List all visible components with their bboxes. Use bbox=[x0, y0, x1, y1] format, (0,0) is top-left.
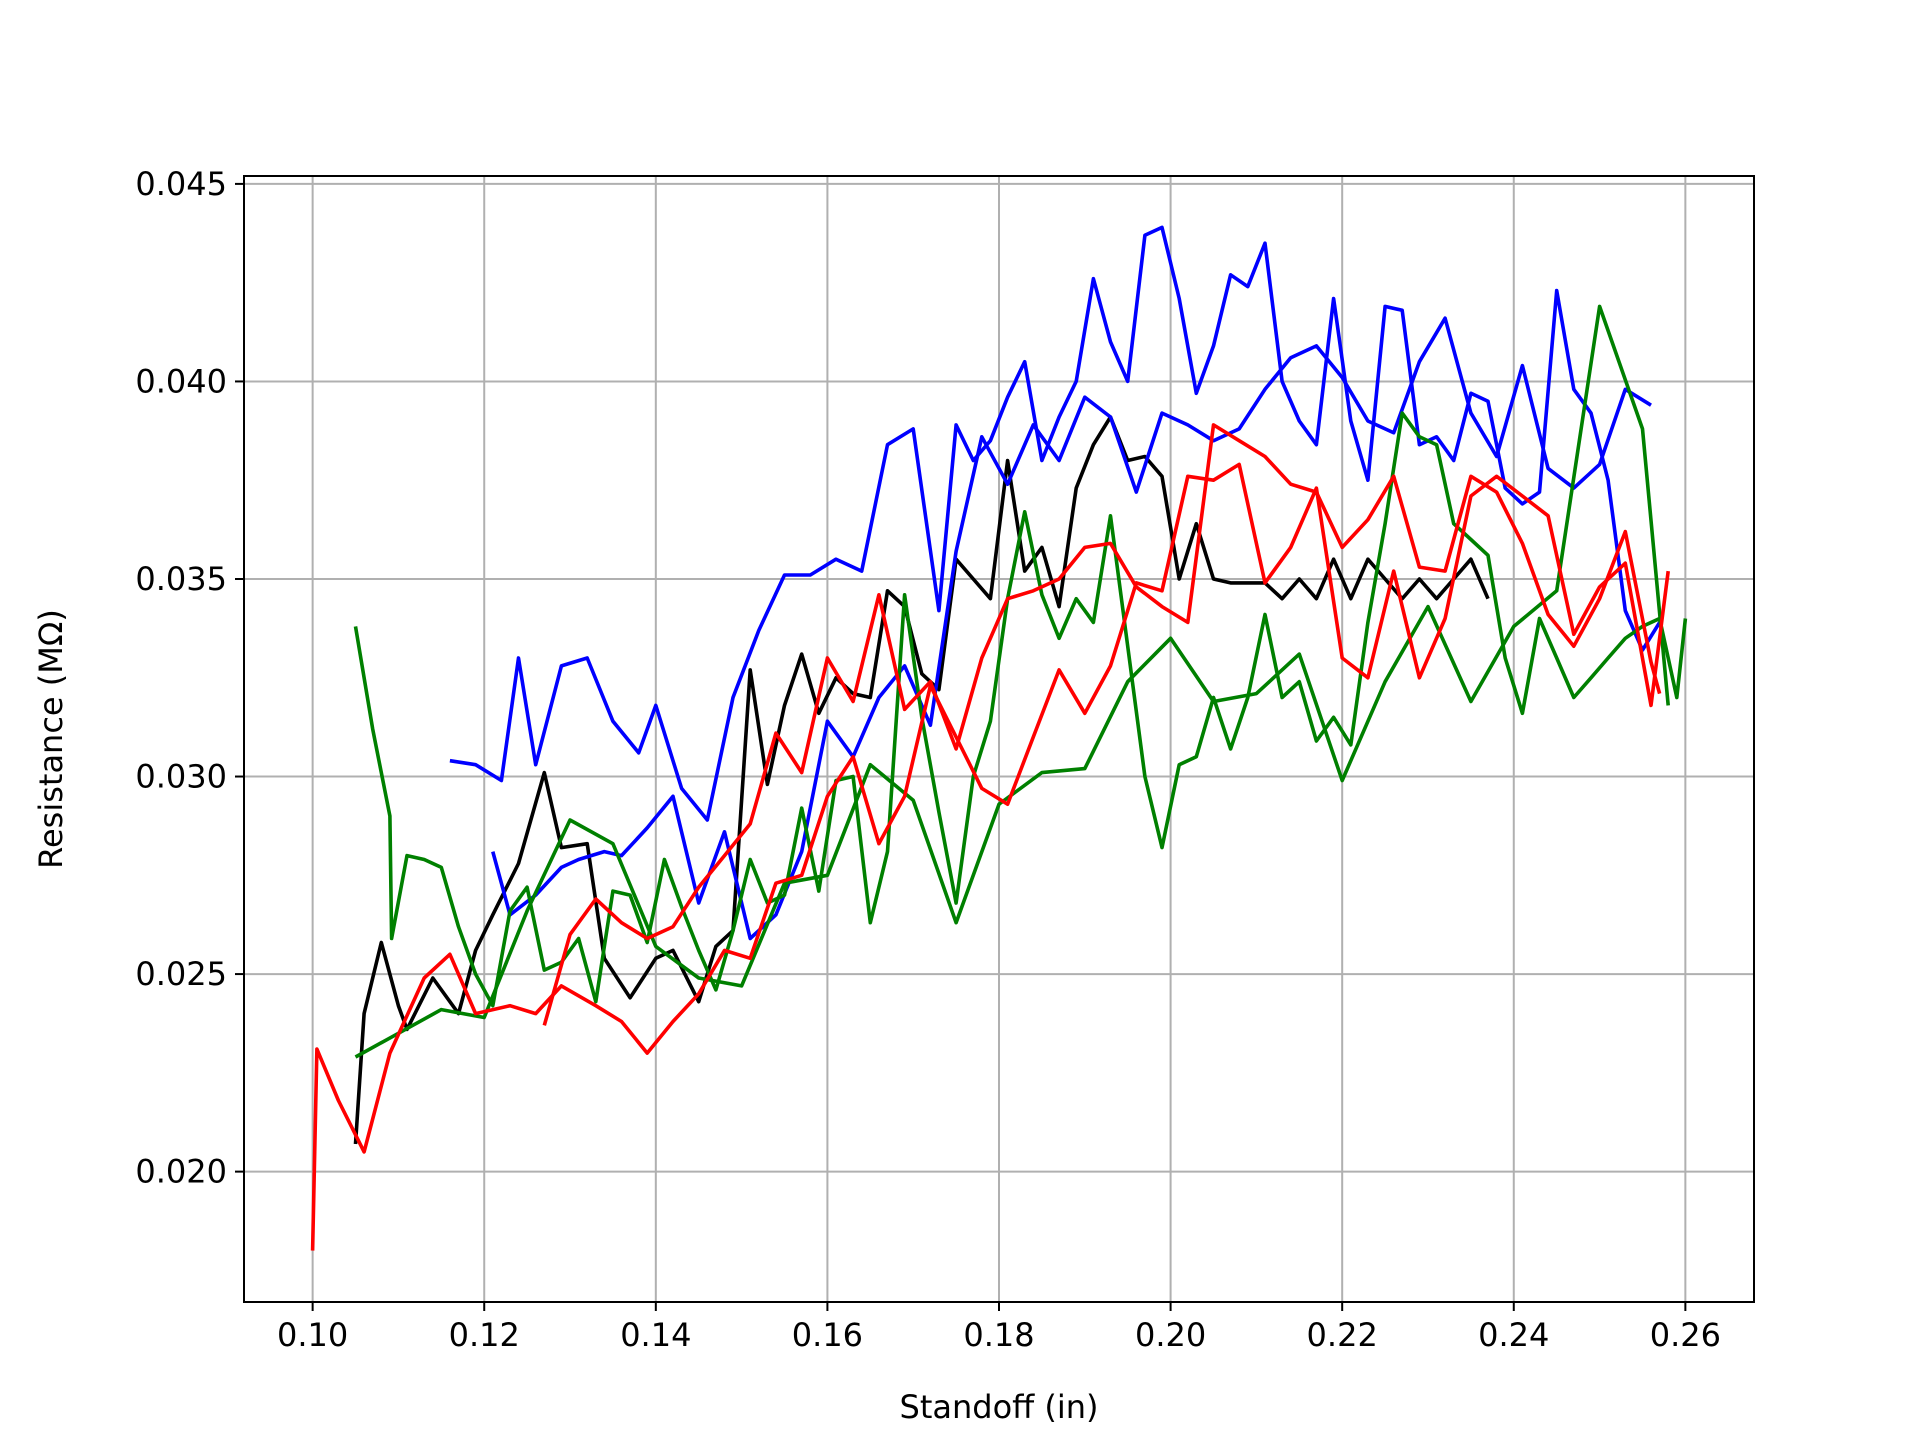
x-tick-label: 0.16 bbox=[792, 1316, 863, 1354]
series-line-5 bbox=[354, 304, 1670, 1059]
series-lines bbox=[310, 225, 1688, 1251]
x-tick-label: 0.14 bbox=[620, 1316, 691, 1354]
x-tick-label: 0.26 bbox=[1650, 1316, 1721, 1354]
y-axis-label: Resistance (MΩ) bbox=[32, 609, 70, 869]
y-axis-ticks: 0.020 0.025 0.030 0.035 0.040 0.045 bbox=[135, 165, 244, 1191]
x-tick-label: 0.12 bbox=[449, 1316, 520, 1354]
y-tick-label: 0.020 bbox=[135, 1153, 227, 1191]
series-line-2 bbox=[449, 225, 1662, 822]
series-line-3 bbox=[491, 316, 1652, 941]
x-tick-label: 0.22 bbox=[1307, 1316, 1378, 1354]
series-line-7 bbox=[542, 423, 1662, 1026]
x-tick-label: 0.20 bbox=[1135, 1316, 1206, 1354]
x-tick-label: 0.18 bbox=[963, 1316, 1034, 1354]
y-tick-label: 0.045 bbox=[135, 165, 227, 203]
y-tick-label: 0.030 bbox=[135, 758, 227, 796]
x-tick-label: 0.10 bbox=[277, 1316, 348, 1354]
y-tick-label: 0.035 bbox=[135, 560, 227, 598]
series-line-4 bbox=[353, 411, 1688, 1008]
x-axis-ticks: 0.10 0.12 0.14 0.16 0.18 0.20 0.22 0.24 0.26 bbox=[277, 1302, 1721, 1354]
x-axis-label: Standoff (in) bbox=[900, 1388, 1099, 1426]
y-tick-label: 0.025 bbox=[135, 955, 227, 993]
grid bbox=[244, 176, 1754, 1302]
y-tick-label: 0.040 bbox=[135, 362, 227, 400]
x-tick-label: 0.24 bbox=[1478, 1316, 1549, 1354]
series-line-1 bbox=[353, 415, 1490, 1145]
series-line-6 bbox=[310, 462, 1670, 1251]
